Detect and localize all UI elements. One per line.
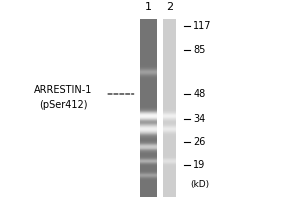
Text: (kD): (kD) xyxy=(190,180,209,189)
Text: ARRESTIN-1: ARRESTIN-1 xyxy=(34,85,93,95)
Text: 85: 85 xyxy=(193,45,206,55)
Text: 2: 2 xyxy=(166,2,173,12)
Text: 34: 34 xyxy=(193,114,206,124)
Text: 1: 1 xyxy=(145,2,152,12)
Text: 48: 48 xyxy=(193,89,206,99)
Text: 19: 19 xyxy=(193,160,206,170)
Text: 26: 26 xyxy=(193,137,206,147)
Text: 117: 117 xyxy=(193,21,212,31)
Text: (pSer412): (pSer412) xyxy=(39,100,88,110)
